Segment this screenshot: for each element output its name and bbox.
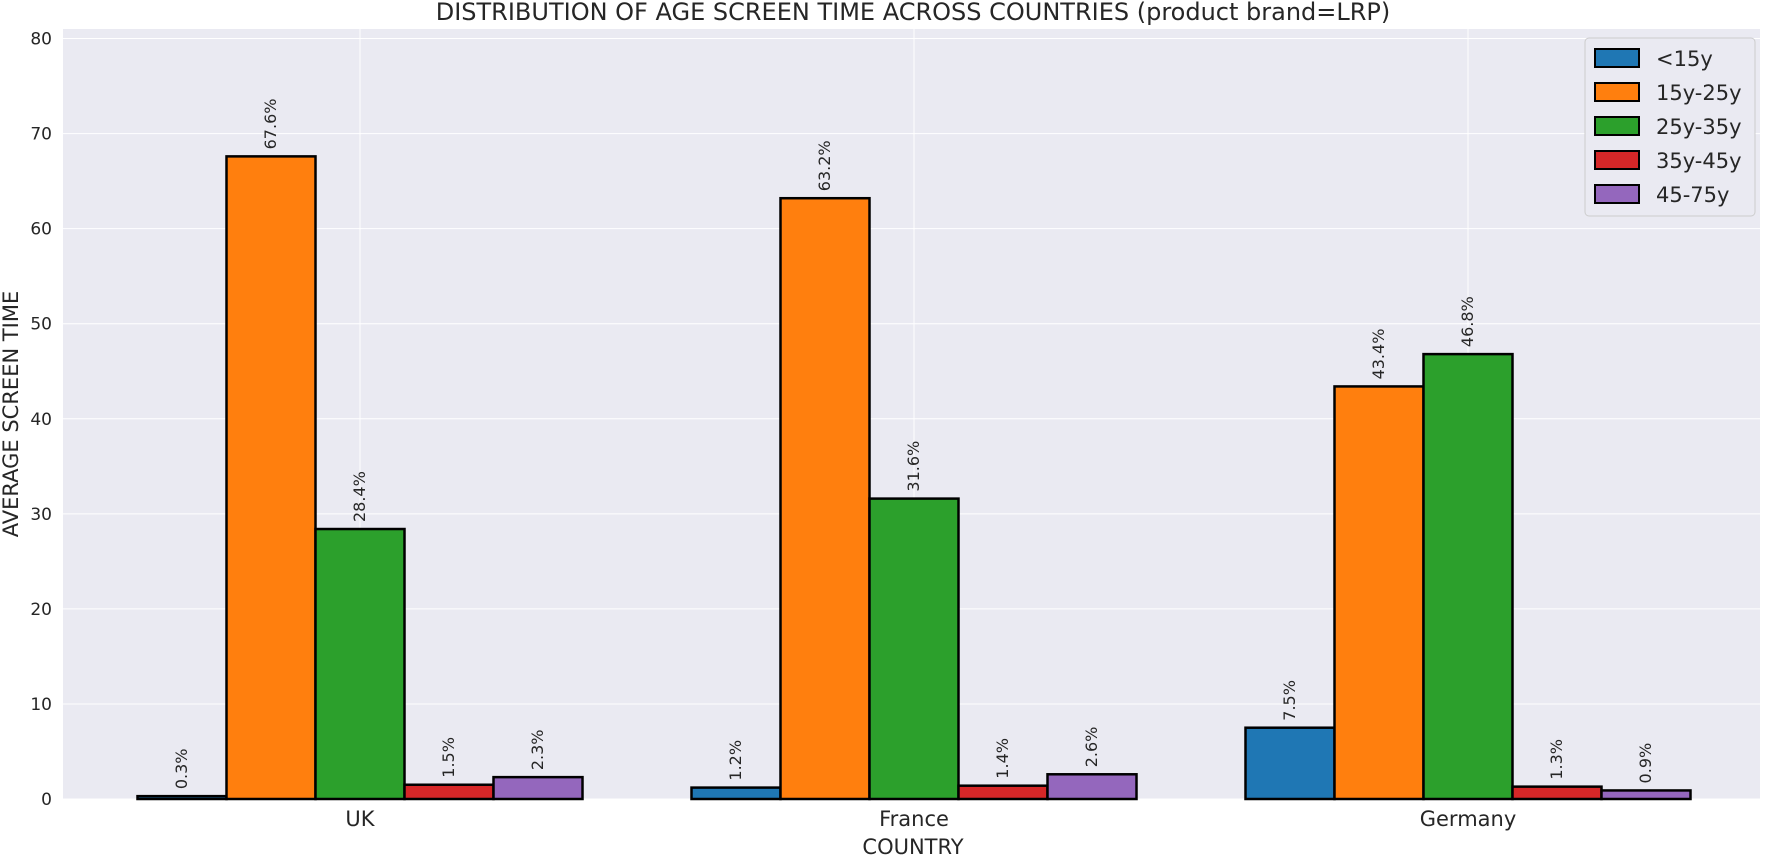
- bar: [314, 527, 406, 801]
- x-tick-label: UK: [345, 807, 375, 831]
- y-tick-label: 80: [30, 30, 52, 50]
- legend-swatch: [1594, 116, 1640, 136]
- bar-value-label: 2.3%: [528, 729, 547, 770]
- bar-value-label: 0.3%: [172, 748, 191, 789]
- y-axis-ticks: 0 10 20 30 40 50 60 70 80: [30, 30, 52, 810]
- bar: [1600, 789, 1692, 801]
- bar: [1244, 726, 1336, 801]
- legend-label: 15y-25y: [1656, 81, 1742, 105]
- bars: [136, 155, 1692, 801]
- y-tick-label: 0: [41, 790, 52, 810]
- legend-swatch: [1594, 184, 1640, 204]
- bar: [403, 783, 495, 801]
- bar-value-label: 46.8%: [1458, 296, 1477, 347]
- x-tick-label: Germany: [1420, 807, 1517, 831]
- y-tick-label: 70: [30, 125, 52, 145]
- legend-swatch: [1594, 82, 1640, 102]
- legend-swatch: [1594, 150, 1640, 170]
- bar-value-label: 31.6%: [904, 441, 923, 492]
- bar-value-label: 28.4%: [350, 471, 369, 522]
- bar: [868, 497, 960, 801]
- legend: <15y 15y-25y 25y-35y 35y-45y 45-75y: [1584, 37, 1756, 217]
- bar: [1422, 352, 1514, 801]
- bar-value-label: 43.4%: [1369, 329, 1388, 380]
- y-tick-label: 10: [30, 695, 52, 715]
- bar-value-label: 63.2%: [815, 140, 834, 191]
- legend-label: 25y-35y: [1656, 115, 1742, 139]
- bar-value-label: 1.5%: [439, 737, 458, 778]
- x-axis-title: COUNTRY: [862, 835, 963, 859]
- bar: [690, 786, 782, 801]
- y-tick-label: 40: [30, 410, 52, 430]
- bar-value-label: 1.3%: [1547, 739, 1566, 780]
- legend-label: <15y: [1656, 47, 1713, 71]
- legend-label: 35y-45y: [1656, 149, 1742, 173]
- x-axis-ticks: UK France Germany: [345, 807, 1516, 831]
- bar-value-label: 0.9%: [1636, 743, 1655, 784]
- legend-swatch: [1594, 48, 1640, 68]
- bar: [1333, 385, 1425, 801]
- bar: [225, 155, 317, 801]
- bar-value-label: 67.6%: [261, 99, 280, 150]
- bar: [492, 775, 584, 801]
- bar: [136, 794, 228, 801]
- y-tick-label: 20: [30, 600, 52, 620]
- y-axis-title: AVERAGE SCREEN TIME: [0, 291, 23, 538]
- bar: [1046, 773, 1138, 801]
- bar-value-labels: 0.3% 1.2% 7.5% 67.6% 63.2% 43.4% 28.4% 31.6% 46.…: [172, 99, 1655, 790]
- bar-value-label: 1.2%: [726, 740, 745, 781]
- y-tick-label: 50: [30, 315, 52, 335]
- y-tick-label: 30: [30, 505, 52, 525]
- bar-value-label: 2.6%: [1082, 727, 1101, 768]
- chart-title: DISTRIBUTION OF AGE SCREEN TIME ACROSS C…: [436, 0, 1391, 26]
- legend-label: 45-75y: [1656, 183, 1729, 207]
- bar-value-label: 1.4%: [993, 738, 1012, 779]
- bar: [779, 196, 871, 801]
- y-tick-label: 60: [30, 220, 52, 240]
- bar-value-label: 7.5%: [1280, 680, 1299, 721]
- bar: [957, 784, 1049, 801]
- bar: [1511, 785, 1603, 801]
- x-tick-label: France: [879, 807, 949, 831]
